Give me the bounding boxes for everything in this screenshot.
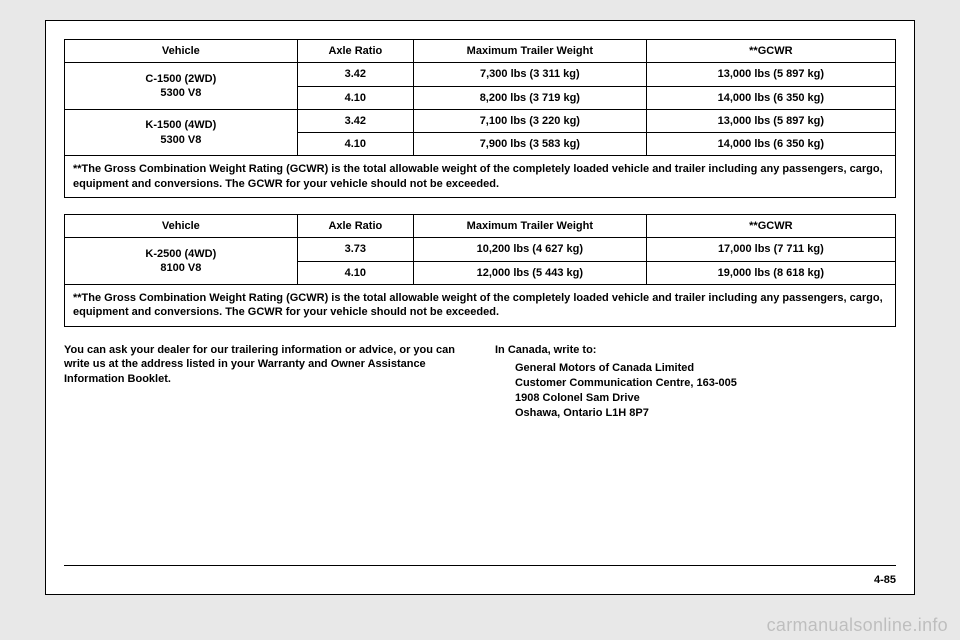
footer-rule <box>64 565 896 566</box>
cell-axle: 3.42 <box>297 63 413 86</box>
cell-trailer: 12,000 lbs (5 443 kg) <box>414 261 647 284</box>
footnote: **The Gross Combination Weight Rating (G… <box>65 284 896 326</box>
col-vehicle: Vehicle <box>65 215 298 238</box>
cell-axle: 4.10 <box>297 133 413 156</box>
cell-trailer: 7,100 lbs (3 220 kg) <box>414 109 647 132</box>
towing-table-2: Vehicle Axle Ratio Maximum Trailer Weigh… <box>64 214 896 326</box>
cell-axle: 4.10 <box>297 86 413 109</box>
canada-intro: In Canada, write to: <box>495 343 896 358</box>
canada-address: General Motors of Canada Limited Custome… <box>515 361 896 420</box>
addr-line: General Motors of Canada Limited <box>515 361 896 376</box>
cell-vehicle: C-1500 (2WD)5300 V8 <box>65 63 298 110</box>
cell-gcwr: 19,000 lbs (8 618 kg) <box>646 261 895 284</box>
col-vehicle: Vehicle <box>65 40 298 63</box>
col-axle: Axle Ratio <box>297 40 413 63</box>
cell-axle: 4.10 <box>297 261 413 284</box>
addr-line: Oshawa, Ontario L1H 8P7 <box>515 406 896 421</box>
col-gcwr: **GCWR <box>646 40 895 63</box>
table-footnote-row: **The Gross Combination Weight Rating (G… <box>65 284 896 326</box>
cell-trailer: 7,900 lbs (3 583 kg) <box>414 133 647 156</box>
cell-vehicle: K-1500 (4WD)5300 V8 <box>65 109 298 156</box>
cell-gcwr: 14,000 lbs (6 350 kg) <box>646 133 895 156</box>
col-trailer: Maximum Trailer Weight <box>414 40 647 63</box>
cell-gcwr: 13,000 lbs (5 897 kg) <box>646 109 895 132</box>
table-row: C-1500 (2WD)5300 V8 3.42 7,300 lbs (3 31… <box>65 63 896 86</box>
addr-line: Customer Communication Centre, 163-005 <box>515 376 896 391</box>
col-trailer: Maximum Trailer Weight <box>414 215 647 238</box>
page-number: 4-85 <box>874 574 896 586</box>
addr-line: 1908 Colonel Sam Drive <box>515 391 896 406</box>
cell-vehicle: K-2500 (4WD)8100 V8 <box>65 238 298 285</box>
dealer-text: You can ask your dealer for our traileri… <box>64 344 455 386</box>
table-footnote-row: **The Gross Combination Weight Rating (G… <box>65 156 896 198</box>
manual-page: Vehicle Axle Ratio Maximum Trailer Weigh… <box>45 20 915 595</box>
cell-trailer: 7,300 lbs (3 311 kg) <box>414 63 647 86</box>
col-axle: Axle Ratio <box>297 215 413 238</box>
col-right: In Canada, write to: General Motors of C… <box>495 343 896 421</box>
cell-trailer: 10,200 lbs (4 627 kg) <box>414 238 647 261</box>
towing-table-1: Vehicle Axle Ratio Maximum Trailer Weigh… <box>64 39 896 198</box>
cell-gcwr: 14,000 lbs (6 350 kg) <box>646 86 895 109</box>
cell-axle: 3.73 <box>297 238 413 261</box>
cell-trailer: 8,200 lbs (3 719 kg) <box>414 86 647 109</box>
col-left: You can ask your dealer for our traileri… <box>64 343 465 421</box>
cell-axle: 3.42 <box>297 109 413 132</box>
col-gcwr: **GCWR <box>646 215 895 238</box>
body-columns: You can ask your dealer for our traileri… <box>64 343 896 421</box>
table-row: K-2500 (4WD)8100 V8 3.73 10,200 lbs (4 6… <box>65 238 896 261</box>
watermark: carmanualsonline.info <box>767 615 948 636</box>
footnote: **The Gross Combination Weight Rating (G… <box>65 156 896 198</box>
cell-gcwr: 13,000 lbs (5 897 kg) <box>646 63 895 86</box>
table-row: K-1500 (4WD)5300 V8 3.42 7,100 lbs (3 22… <box>65 109 896 132</box>
cell-gcwr: 17,000 lbs (7 711 kg) <box>646 238 895 261</box>
